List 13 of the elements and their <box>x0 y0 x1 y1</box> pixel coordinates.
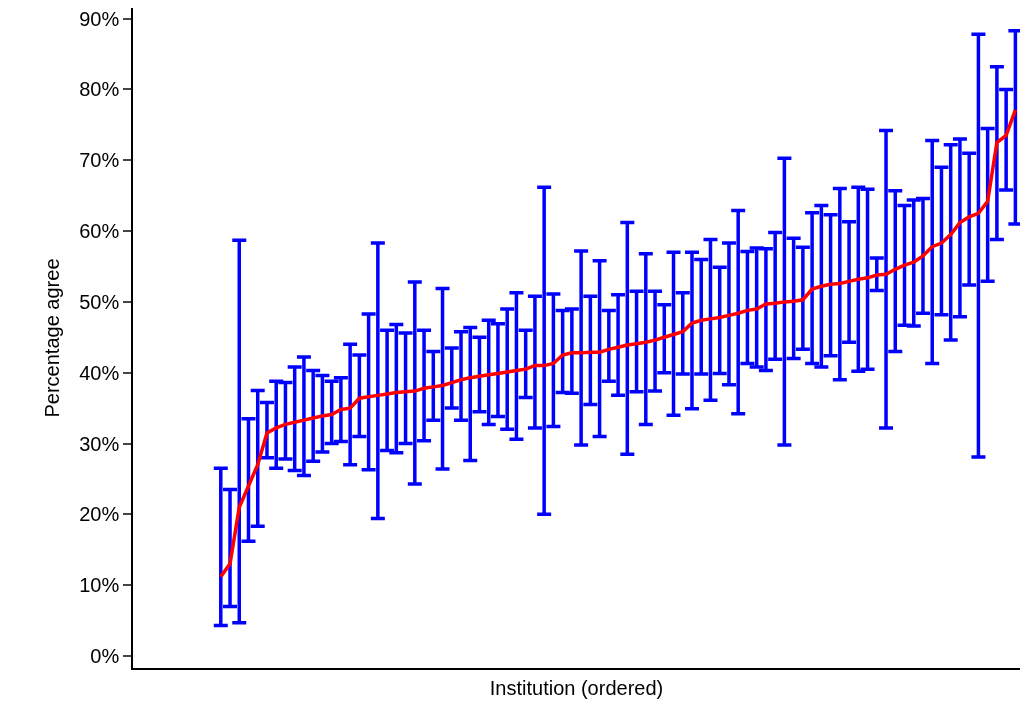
y-tick-label: 70% <box>79 149 120 172</box>
y-tick-label: 90% <box>79 7 120 30</box>
y-tick-label: 0% <box>90 644 120 667</box>
y-tick-label: 50% <box>79 290 120 313</box>
y-tick-label: 80% <box>79 78 120 101</box>
y-tick-label: 30% <box>79 432 120 455</box>
y-axis-title: Percentage agree <box>41 258 64 418</box>
y-tick-label: 40% <box>79 361 120 384</box>
x-axis-title: Institution (ordered) <box>489 676 664 699</box>
y-tick-label: 20% <box>79 503 120 526</box>
y-tick-label: 60% <box>79 220 120 243</box>
y-tick-label: 10% <box>79 574 120 597</box>
line-series <box>219 108 1018 579</box>
